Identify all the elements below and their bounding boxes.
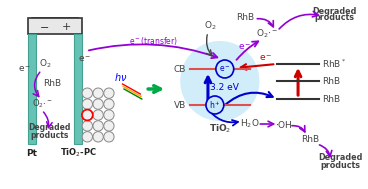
Text: CB: CB — [174, 64, 186, 74]
Text: RhB: RhB — [237, 12, 255, 22]
Circle shape — [104, 99, 114, 109]
Text: e$^-$(transfer): e$^-$(transfer) — [130, 35, 178, 47]
Text: RhB: RhB — [322, 77, 340, 85]
Text: $h\nu$: $h\nu$ — [114, 71, 127, 83]
Text: products: products — [30, 130, 69, 139]
Text: $\cdot$OH: $\cdot$OH — [275, 119, 293, 129]
Bar — [28, 18, 82, 34]
Text: products: products — [315, 13, 355, 22]
Circle shape — [104, 121, 114, 131]
Bar — [28, 34, 36, 144]
Text: $-$: $-$ — [39, 21, 49, 31]
Text: Degraded: Degraded — [318, 153, 363, 161]
Text: VB: VB — [174, 101, 186, 109]
Circle shape — [206, 96, 224, 114]
Circle shape — [82, 132, 92, 142]
Text: O$_2$$\cdot$$^-$: O$_2$$\cdot$$^-$ — [256, 28, 279, 40]
Text: H$_2$O: H$_2$O — [240, 118, 259, 130]
Text: h$^+$: h$^+$ — [209, 99, 221, 111]
Text: O$_2$$\cdot$$^-$: O$_2$$\cdot$$^-$ — [32, 98, 53, 110]
Text: RhB$^*$: RhB$^*$ — [322, 58, 346, 70]
Circle shape — [93, 99, 103, 109]
Circle shape — [93, 132, 103, 142]
Circle shape — [104, 132, 114, 142]
Text: e$^-$: e$^-$ — [219, 64, 231, 74]
Text: e$^-$: e$^-$ — [18, 64, 32, 74]
Text: O$_2$: O$_2$ — [204, 20, 216, 32]
Circle shape — [104, 110, 114, 120]
Circle shape — [82, 110, 92, 120]
Circle shape — [93, 121, 103, 131]
Circle shape — [93, 88, 103, 98]
Text: RhB: RhB — [301, 135, 319, 143]
Text: e$^-$: e$^-$ — [78, 54, 92, 64]
Text: e$^-$: e$^-$ — [238, 42, 251, 52]
Circle shape — [82, 99, 92, 109]
Text: products: products — [321, 160, 361, 170]
Circle shape — [180, 41, 259, 121]
Text: TiO$_2$: TiO$_2$ — [209, 123, 231, 135]
Bar — [74, 34, 82, 144]
Circle shape — [216, 60, 234, 78]
Text: Degraded: Degraded — [312, 6, 357, 15]
Circle shape — [93, 110, 103, 120]
Circle shape — [82, 88, 92, 98]
Text: Pt: Pt — [26, 149, 37, 157]
Text: e$^-$: e$^-$ — [259, 53, 272, 63]
Text: RhB: RhB — [322, 94, 340, 104]
Text: O$_2$: O$_2$ — [39, 58, 52, 70]
Text: RhB: RhB — [43, 80, 61, 88]
Circle shape — [82, 121, 92, 131]
Text: Degraded: Degraded — [28, 122, 71, 132]
Circle shape — [104, 88, 114, 98]
Text: $+$: $+$ — [61, 20, 71, 32]
Text: TiO$_2$-PC: TiO$_2$-PC — [60, 147, 97, 159]
Text: 3.2 eV: 3.2 eV — [210, 83, 239, 91]
